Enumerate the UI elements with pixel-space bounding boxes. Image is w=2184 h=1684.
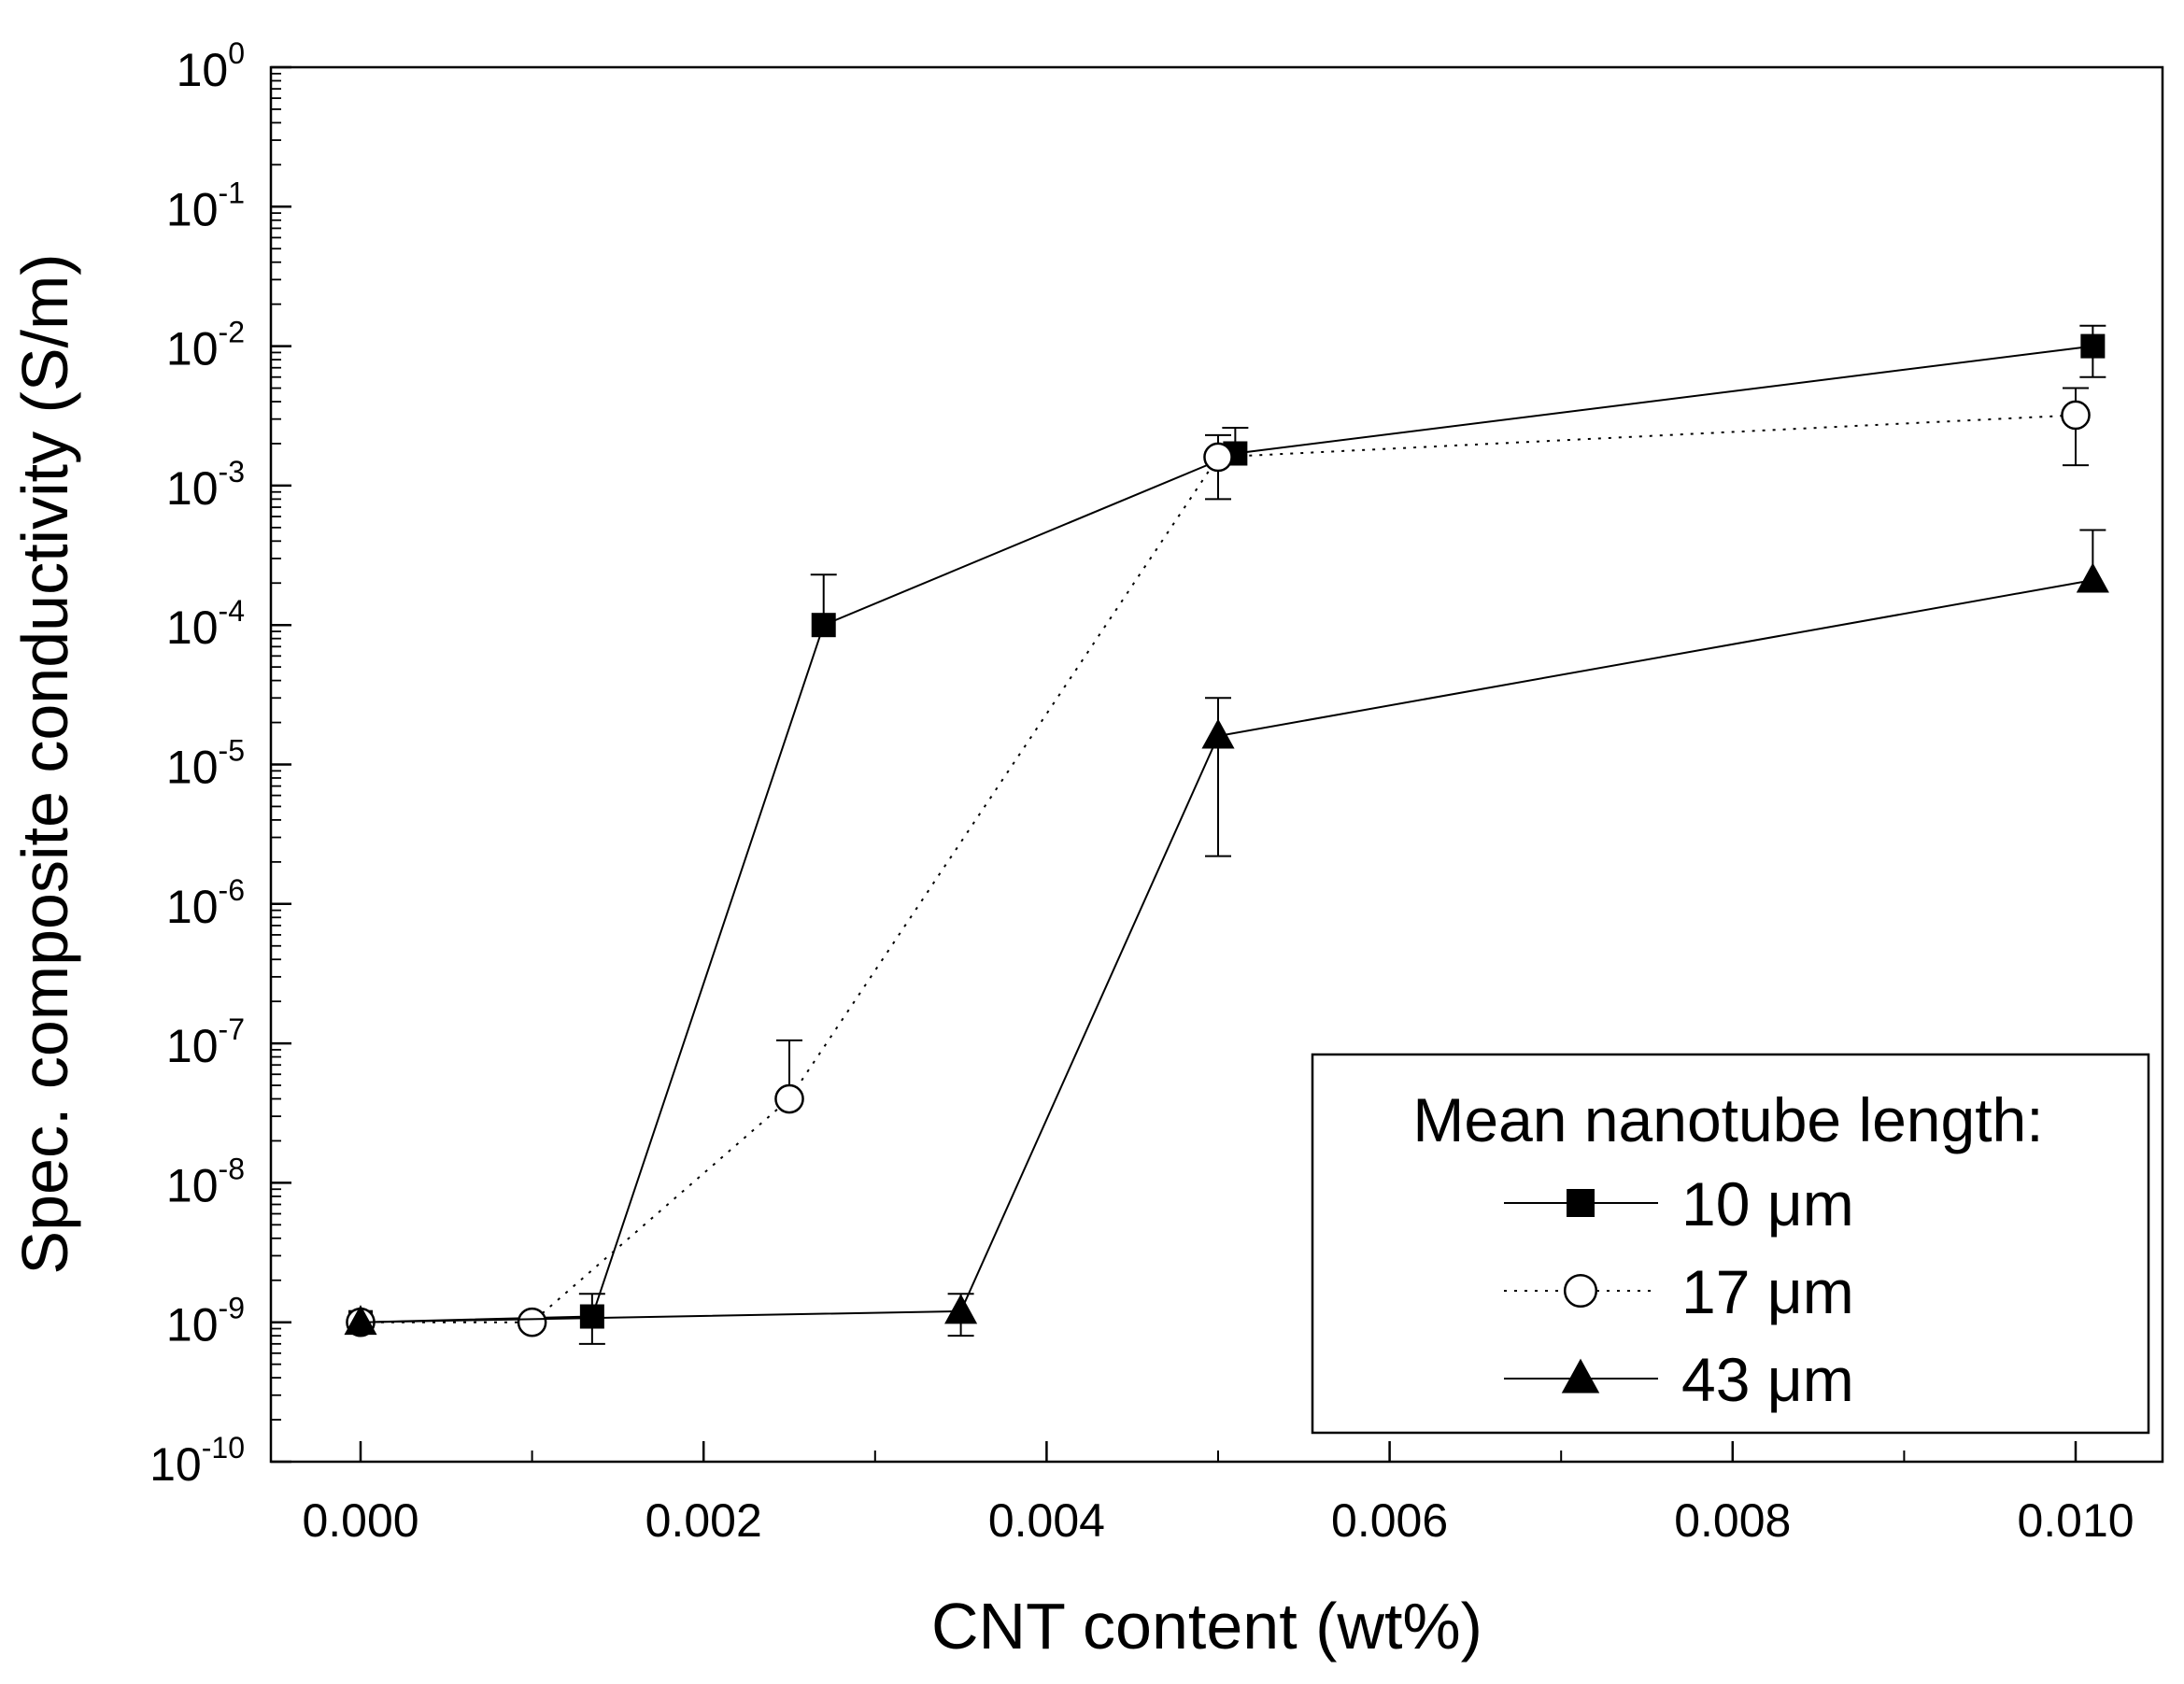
circle-marker xyxy=(1563,1273,1598,1309)
circle-marker xyxy=(1203,442,1233,473)
square-marker xyxy=(1567,1189,1595,1217)
legend-label: 43 μm xyxy=(1681,1345,1854,1414)
y-axis-title: Spec. composite conductivity (S/m) xyxy=(8,253,81,1274)
legend-box xyxy=(1311,1053,2150,1435)
series-line xyxy=(361,414,2077,1323)
legend-entries: 10 μm 17 μm 43 μm xyxy=(1504,1169,1854,1414)
x-tick-label: 0.010 xyxy=(2017,1494,2134,1547)
triangle-marker xyxy=(2076,562,2109,593)
y-tick-label: 10-2 xyxy=(166,316,245,375)
y-tick-label: 10-9 xyxy=(166,1292,245,1351)
triangle-marker xyxy=(944,1294,978,1324)
legend-label: 10 μm xyxy=(1681,1169,1854,1238)
x-tick-label: 0.004 xyxy=(988,1494,1105,1547)
x-axis: 0.000 0.002 0.004 0.006 0.008 0.010 xyxy=(302,1441,2134,1547)
legend: Mean nanotube length: 10 μm 17 μm 43 μm xyxy=(1311,1053,2150,1435)
legend-label: 17 μm xyxy=(1681,1257,1854,1326)
y-tick-label: 10-3 xyxy=(166,455,245,515)
y-tick-label: 10-5 xyxy=(166,734,245,794)
circle-marker xyxy=(774,1083,804,1114)
series-43-m xyxy=(344,529,2109,1337)
triangle-marker xyxy=(1201,718,1235,749)
square-marker xyxy=(811,613,836,638)
y-tick-label: 10-1 xyxy=(166,176,245,235)
y-tick-label: 10-4 xyxy=(166,594,245,654)
x-tick-label: 0.006 xyxy=(1331,1494,1448,1547)
y-tick-label: 10-6 xyxy=(166,873,245,933)
series-layer xyxy=(344,324,2109,1345)
x-tick-label: 0.002 xyxy=(645,1494,762,1547)
y-axis: 100 10-1 10-2 10-3 10-4 10-5 10-6 10-7 10-8 10-9 1… xyxy=(149,36,291,1491)
y-tick-label: 100 xyxy=(177,36,245,96)
y-tick-label: 10-10 xyxy=(149,1431,245,1491)
y-tick-label: 10-7 xyxy=(166,1012,245,1072)
series-17-m xyxy=(346,387,2091,1337)
x-tick-label: 0.000 xyxy=(302,1494,418,1547)
circle-marker xyxy=(2061,400,2091,431)
square-marker xyxy=(2080,333,2106,359)
triangle-marker xyxy=(344,1305,377,1336)
x-tick-label: 0.008 xyxy=(1674,1494,1791,1547)
triangle-marker xyxy=(1561,1358,1600,1394)
square-marker xyxy=(579,1304,604,1329)
circle-marker xyxy=(517,1307,547,1337)
series-line xyxy=(360,579,2093,1323)
y-tick-label: 10-8 xyxy=(166,1152,245,1211)
x-axis-title: CNT content (wt%) xyxy=(931,1590,1482,1663)
legend-title: Mean nanotube length: xyxy=(1412,1085,2043,1154)
